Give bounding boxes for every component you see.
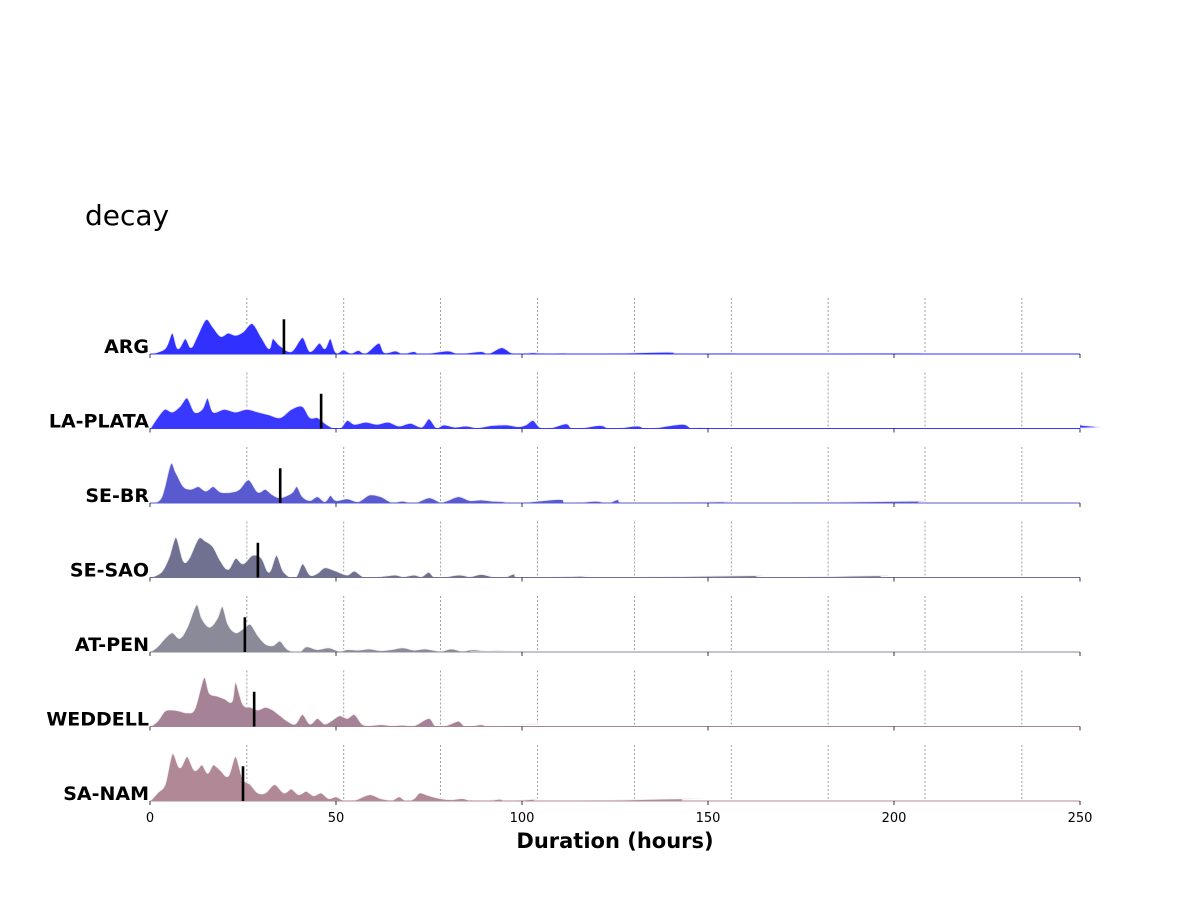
ridge-label: SE-BR (85, 485, 149, 507)
ridge-area (150, 462, 1080, 504)
ridge-area (150, 604, 1080, 653)
x-tick-label: 100 (510, 811, 535, 826)
x-axis-title: Duration (hours) (516, 829, 713, 853)
ridge-sa-nam: SA-NAM (63, 752, 1081, 805)
ridge-outline (149, 752, 1081, 803)
chart-title: decay (85, 199, 169, 232)
ridge-outline (149, 318, 1081, 355)
ridge-area (150, 397, 1101, 429)
ridges: ARG LA-PLATA SE-BR SE-SAO AT-PEN WEDDELL SA-NA… (46, 318, 1102, 805)
ridge-se-sao: SE-SAO (70, 536, 1081, 582)
ridge-area (150, 753, 1080, 802)
ridge-area (150, 319, 1080, 355)
x-tick-label: 0 (146, 811, 154, 826)
ridge-label: LA-PLATA (49, 411, 149, 433)
ridge-la-plata: LA-PLATA (49, 393, 1102, 433)
x-axis: 0 50 100 150 200 250 (146, 811, 1093, 826)
vertical-gridlines (246, 298, 1023, 801)
ridge-arg: ARG (104, 318, 1081, 358)
ridge-label: SE-SAO (70, 560, 149, 582)
x-tick-label: 150 (696, 811, 721, 826)
ridge-label: WEDDELL (46, 709, 149, 731)
x-tick-label: 50 (328, 811, 345, 826)
ridge-label: ARG (104, 336, 149, 358)
x-tick-label: 200 (882, 811, 907, 826)
ridge-label: AT-PEN (75, 634, 149, 656)
ridge-area (150, 537, 1080, 578)
ridge-label: SA-NAM (63, 783, 149, 805)
ridge-area (150, 676, 1080, 727)
ridge-outline (149, 676, 1081, 728)
ridge-weddell: WEDDELL (46, 676, 1081, 731)
ridge-se-br: SE-BR (85, 462, 1081, 507)
x-tick-label: 250 (1068, 811, 1093, 826)
ridge-outline (149, 603, 1081, 653)
ridge-outline (149, 536, 1081, 579)
ridge-at-pen: AT-PEN (75, 603, 1081, 656)
